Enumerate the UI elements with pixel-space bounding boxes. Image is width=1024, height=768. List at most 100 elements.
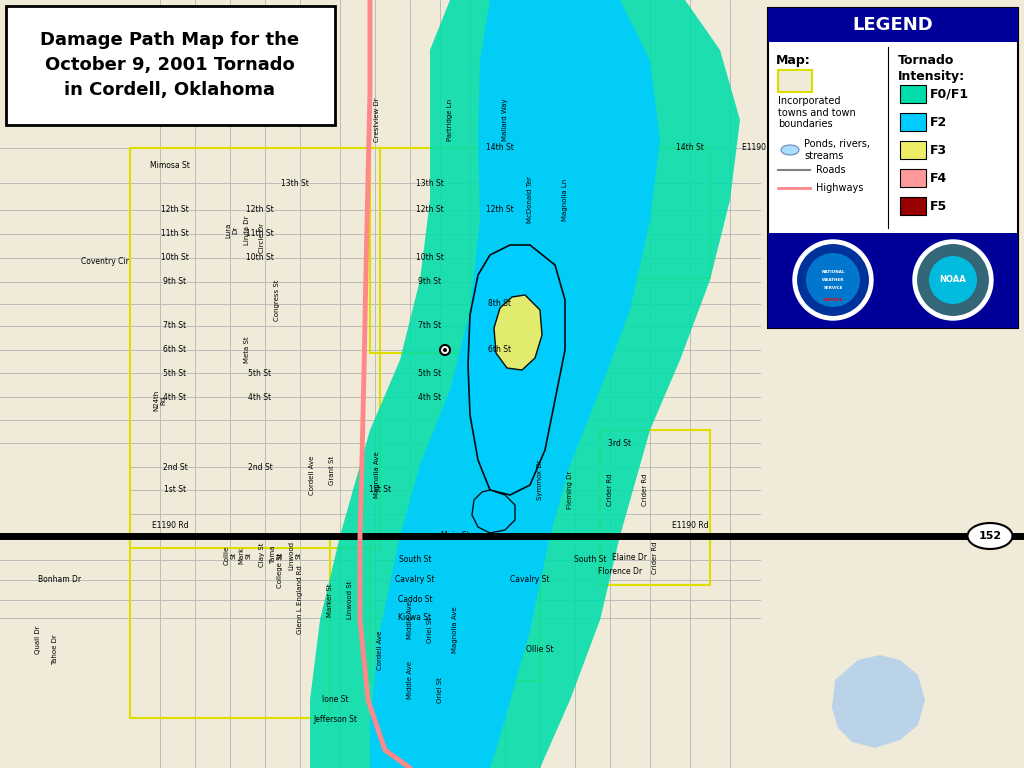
Text: Main St: Main St bbox=[440, 531, 469, 541]
Circle shape bbox=[440, 345, 450, 355]
Text: 12th St: 12th St bbox=[416, 206, 443, 214]
Text: SERVICE: SERVICE bbox=[823, 286, 843, 290]
Bar bbox=[900, 85, 926, 103]
Text: Mimosa St: Mimosa St bbox=[151, 161, 189, 170]
Polygon shape bbox=[472, 490, 515, 533]
Text: 9th St: 9th St bbox=[164, 277, 186, 286]
Text: 3rd St: 3rd St bbox=[608, 439, 632, 448]
Text: Grant St: Grant St bbox=[329, 455, 335, 485]
Text: NATIONAL: NATIONAL bbox=[821, 270, 845, 274]
Text: 2nd St: 2nd St bbox=[248, 462, 272, 472]
Text: Crider Rd: Crider Rd bbox=[642, 474, 648, 506]
Text: 13th St: 13th St bbox=[416, 178, 444, 187]
Text: South St: South St bbox=[573, 555, 606, 564]
Bar bbox=[768, 8, 1018, 328]
Circle shape bbox=[913, 240, 993, 320]
Text: Ione St: Ione St bbox=[322, 696, 348, 704]
Text: F2: F2 bbox=[930, 115, 947, 128]
Text: WEATHER: WEATHER bbox=[822, 278, 844, 282]
Text: Meta St: Meta St bbox=[244, 336, 250, 363]
Text: 11th St: 11th St bbox=[246, 230, 273, 239]
Text: 13th St: 13th St bbox=[281, 178, 309, 187]
FancyBboxPatch shape bbox=[6, 6, 335, 125]
Text: 7th St: 7th St bbox=[419, 322, 441, 330]
Bar bbox=[600, 430, 710, 585]
Text: 152: 152 bbox=[979, 531, 1001, 541]
Text: Magnolia Ave: Magnolia Ave bbox=[452, 607, 458, 654]
Text: 5th St: 5th St bbox=[164, 369, 186, 378]
Text: E1190 Rd: E1190 Rd bbox=[741, 144, 778, 153]
Bar bbox=[900, 197, 926, 215]
Bar bbox=[370, 148, 580, 353]
Text: Clay St: Clay St bbox=[259, 543, 265, 568]
Text: Cordell Ave: Cordell Ave bbox=[377, 631, 383, 670]
Text: 10th St: 10th St bbox=[246, 253, 274, 263]
Bar bbox=[130, 148, 380, 548]
Text: NOAA: NOAA bbox=[940, 276, 967, 284]
Text: Bonham Dr: Bonham Dr bbox=[39, 575, 82, 584]
Text: Crider Rd: Crider Rd bbox=[652, 541, 658, 574]
Text: Caddo St: Caddo St bbox=[397, 595, 432, 604]
Text: N24th
Rd: N24th Rd bbox=[154, 389, 167, 411]
Text: F0/F1: F0/F1 bbox=[930, 88, 969, 101]
Text: Tahoe Dr: Tahoe Dr bbox=[52, 634, 58, 665]
Bar bbox=[130, 536, 330, 718]
Text: Glenn L England Rd: Glenn L England Rd bbox=[297, 565, 303, 634]
Text: 2nd St: 2nd St bbox=[163, 462, 187, 472]
Text: Roads: Roads bbox=[816, 165, 846, 175]
Text: 5th St: 5th St bbox=[249, 369, 271, 378]
Text: Mallard Way: Mallard Way bbox=[502, 98, 508, 141]
Text: Florence Dr: Florence Dr bbox=[598, 568, 642, 577]
Text: Tornado
Intensity:: Tornado Intensity: bbox=[898, 54, 966, 83]
Text: Tama
St: Tama St bbox=[270, 546, 284, 564]
Text: Cordell Ave: Cordell Ave bbox=[309, 455, 315, 495]
Text: Cavalry St: Cavalry St bbox=[510, 575, 550, 584]
Text: 1st St: 1st St bbox=[369, 485, 391, 495]
Bar bbox=[768, 233, 1018, 328]
Text: LEGEND: LEGEND bbox=[853, 16, 933, 34]
Text: Crestview Dr: Crestview Dr bbox=[374, 98, 380, 142]
Text: 8th St: 8th St bbox=[488, 300, 512, 309]
Text: 4th St: 4th St bbox=[419, 392, 441, 402]
Text: Kiowa St: Kiowa St bbox=[398, 614, 431, 623]
Bar bbox=[900, 169, 926, 187]
Text: Symmox Dr: Symmox Dr bbox=[537, 460, 543, 500]
Text: Elaine Dr: Elaine Dr bbox=[612, 552, 647, 561]
Text: Middle Ave: Middle Ave bbox=[407, 601, 413, 639]
Text: 10th St: 10th St bbox=[161, 253, 189, 263]
Text: Jefferson St: Jefferson St bbox=[313, 716, 357, 724]
Polygon shape bbox=[468, 245, 565, 495]
Bar bbox=[778, 70, 812, 92]
Text: Crider Rd: Crider Rd bbox=[607, 474, 613, 506]
Bar bbox=[768, 8, 1018, 42]
Text: Oriel St: Oriel St bbox=[437, 677, 443, 703]
Text: Lura
Dr: Lura Dr bbox=[225, 222, 239, 237]
Text: SERVICE: SERVICE bbox=[823, 298, 843, 302]
Text: Marker St: Marker St bbox=[327, 583, 333, 617]
Text: Ollie St: Ollie St bbox=[526, 645, 554, 654]
Text: College St: College St bbox=[278, 552, 283, 588]
Text: Linwood St: Linwood St bbox=[347, 581, 353, 619]
Circle shape bbox=[793, 240, 873, 320]
Circle shape bbox=[929, 256, 977, 304]
Text: Middle Ave: Middle Ave bbox=[407, 661, 413, 699]
Text: 4th St: 4th St bbox=[249, 392, 271, 402]
Text: E1190 Rd: E1190 Rd bbox=[672, 521, 709, 531]
Text: Partridge Ln: Partridge Ln bbox=[447, 99, 453, 141]
Text: F3: F3 bbox=[930, 144, 947, 157]
Text: 4th St: 4th St bbox=[164, 392, 186, 402]
Ellipse shape bbox=[781, 145, 799, 155]
Text: 11th St: 11th St bbox=[161, 230, 188, 239]
Text: 12th St: 12th St bbox=[246, 206, 273, 214]
Text: 6th St: 6th St bbox=[488, 346, 512, 355]
Text: 7th St: 7th St bbox=[164, 322, 186, 330]
Text: Linwood
St: Linwood St bbox=[289, 541, 301, 570]
Text: 12th St: 12th St bbox=[161, 206, 188, 214]
Text: Map:: Map: bbox=[776, 54, 811, 67]
Text: 6th St: 6th St bbox=[164, 346, 186, 355]
Text: Mark
St: Mark St bbox=[239, 546, 252, 564]
Ellipse shape bbox=[968, 523, 1013, 549]
Text: McDonald Ter: McDonald Ter bbox=[527, 177, 534, 223]
Text: 14th St: 14th St bbox=[676, 144, 703, 153]
Text: Collie
St: Collie St bbox=[223, 545, 237, 564]
